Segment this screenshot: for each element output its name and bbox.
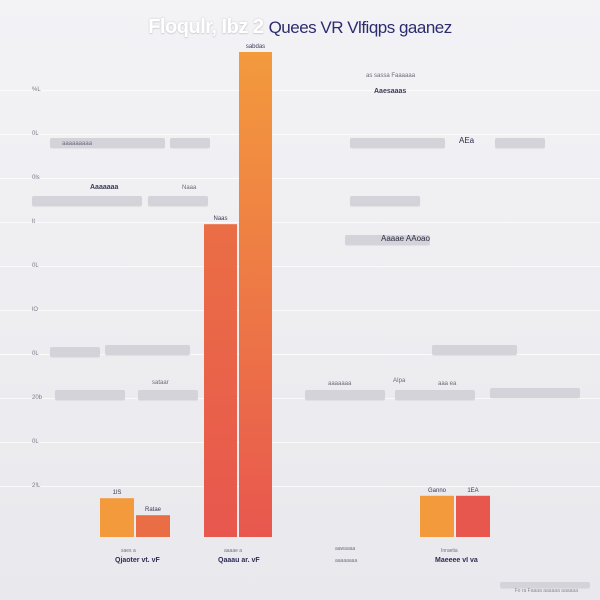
category-label: Maeeee vI va: [435, 557, 478, 564]
footer-text: Fo ra Faaaa aaaaaa aaaaaa: [514, 588, 578, 594]
bar-value-label: Ratae: [145, 507, 162, 513]
annotation-pill: [148, 196, 208, 206]
gridline: [0, 90, 600, 91]
category-sublabel: Inraetia: [441, 548, 458, 554]
annotation-text: AIpa: [393, 378, 406, 384]
y-tick-label: %L: [32, 87, 41, 93]
annotation-text: Aaaae AAoao: [381, 234, 430, 243]
gridline: [0, 266, 600, 267]
y-tick-label: 0L: [32, 439, 39, 445]
gridline: [0, 178, 600, 179]
y-tick-label: 0L: [32, 351, 39, 357]
annotation-pill: [170, 138, 210, 148]
annotation-text: aaaaaaaaa: [62, 141, 93, 147]
annotation-text: Aaesaaas: [374, 88, 407, 95]
annotation-pill: [50, 347, 100, 357]
annotation-text: sataar: [152, 380, 169, 386]
annotation-pill: [395, 390, 475, 400]
annotation-text: Aaaaaaa: [90, 184, 119, 191]
y-tick-label: 0ls: [32, 175, 40, 181]
annotation-text: AEa: [459, 136, 475, 145]
y-tick-label: lO: [32, 307, 38, 313]
y-tick-label: 20b: [32, 395, 43, 401]
category-sublabel: aaaae a: [224, 548, 243, 554]
bar-value-label: Ganno: [428, 488, 447, 494]
annotation-text: aaa ea: [438, 381, 457, 387]
annotation-text: aaaaaaa: [328, 381, 352, 387]
y-tick-label: 2!L: [32, 483, 41, 489]
gridline: [0, 354, 600, 355]
annotation-pill: [32, 196, 142, 206]
bar-value-label: 1lS: [113, 490, 122, 496]
annotation-pill: [350, 138, 445, 148]
y-tick-label: lt: [32, 219, 35, 225]
category-sublabel: saes a: [121, 548, 136, 554]
annotation-pill: [490, 388, 580, 398]
gridline: [0, 222, 600, 223]
annotation-pill: [50, 138, 165, 148]
axis-note: aaaaaaaa: [335, 558, 358, 564]
gridline: [0, 134, 600, 135]
bar: [136, 515, 170, 537]
y-tick-label: 0L: [32, 131, 39, 137]
gridline: [0, 310, 600, 311]
annotation-pill: [138, 390, 198, 400]
annotation-pill: [500, 582, 590, 588]
gridline: [0, 486, 600, 487]
annotation-pill: [432, 345, 517, 355]
gridline: [0, 398, 600, 399]
annotation-pill: [495, 138, 545, 148]
annotation-text: Naaa: [182, 185, 197, 191]
bar-value-label: 1EA: [467, 488, 478, 494]
bar: [204, 224, 237, 538]
title-main: Floqulr, Ibz 2: [148, 16, 264, 38]
bar: [456, 495, 490, 537]
gridline: [0, 442, 600, 443]
bar: [420, 495, 454, 537]
annotation-pill: [305, 390, 385, 400]
title-secondary: Quees VR Vlfiqps gaanez: [268, 18, 453, 37]
axis-note: aawaaaa: [335, 546, 356, 552]
annotation-pill: [105, 345, 190, 355]
y-tick-label: 0L: [32, 263, 39, 269]
bar: [100, 498, 134, 537]
annotation-text: as sassa Faaaaaa: [366, 73, 416, 79]
bar-value-label: Naas: [213, 216, 227, 222]
annotation-pill: [345, 235, 430, 245]
annotation-pill: [55, 390, 125, 400]
bar-value-label: sabdas: [246, 44, 265, 50]
category-label: Qjaoter vt. vF: [115, 557, 160, 564]
category-label: Qaaau ar. vF: [218, 557, 260, 564]
annotation-pill: [350, 196, 420, 206]
bar: [239, 52, 272, 537]
chart-title: Floqulr, Ibz 2 Quees VR Vlfiqps gaanez: [0, 16, 600, 39]
